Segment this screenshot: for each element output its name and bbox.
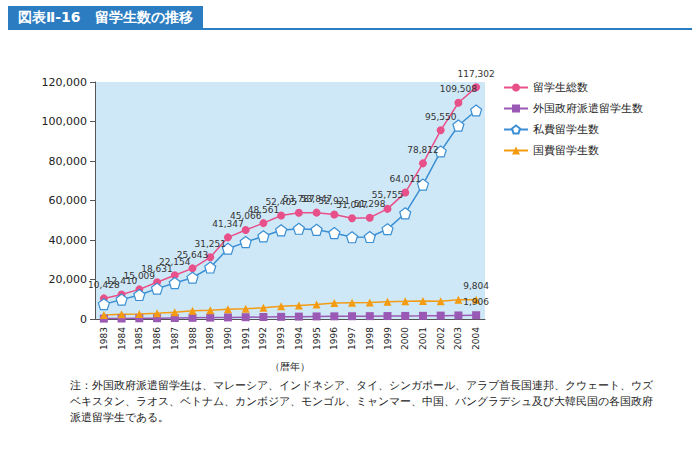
svg-text:31,251: 31,251 — [194, 239, 226, 249]
svg-text:64,011: 64,011 — [389, 174, 421, 184]
svg-text:1996: 1996 — [329, 327, 339, 350]
svg-text:2004: 2004 — [471, 327, 481, 350]
svg-text:117,302: 117,302 — [458, 69, 495, 79]
svg-text:外国政府派遣留学生数: 外国政府派遣留学生数 — [533, 102, 643, 115]
svg-text:2001: 2001 — [418, 327, 428, 350]
svg-text:国費留学生数: 国費留学生数 — [533, 144, 599, 157]
svg-text:100,000: 100,000 — [42, 115, 88, 128]
svg-text:0: 0 — [80, 313, 87, 326]
svg-text:109,508: 109,508 — [440, 84, 477, 94]
svg-text:1992: 1992 — [258, 327, 268, 350]
html-text:注：外国政府派遣留学生は、マレーシア、インドネシア、タイ、シ: 注：外国政府派遣留学生は、マレーシア、インドネシア、タイ、シンガポール、アラブ首… — [70, 379, 653, 424]
svg-text:78,812: 78,812 — [407, 145, 439, 155]
svg-text:22,154: 22,154 — [159, 256, 191, 267]
svg-text:48,561: 48,561 — [247, 204, 280, 215]
svg-text:60,000: 60,000 — [49, 194, 88, 207]
svg-text:留学生総数: 留学生総数 — [533, 81, 588, 94]
svg-text:52,921: 52,921 — [318, 196, 351, 206]
svg-text:1988: 1988 — [188, 327, 198, 350]
svg-text:40,000: 40,000 — [49, 234, 88, 247]
svg-text:41,347: 41,347 — [212, 218, 244, 229]
svg-text:25,643: 25,643 — [177, 250, 209, 260]
svg-text:53,787: 53,787 — [283, 194, 315, 205]
svg-text:9,804: 9,804 — [463, 281, 489, 291]
svg-text:2003: 2003 — [453, 327, 463, 350]
svg-text:1994: 1994 — [294, 327, 304, 350]
svg-text:1999: 1999 — [383, 327, 393, 350]
svg-text:80,000: 80,000 — [49, 155, 88, 168]
svg-text:1991: 1991 — [241, 327, 251, 350]
svg-text:1,906: 1,906 — [463, 297, 489, 307]
svg-text:51,298: 51,298 — [354, 199, 386, 209]
svg-text:12,410: 12,410 — [105, 276, 138, 286]
svg-text:15,009: 15,009 — [123, 270, 156, 281]
svg-text:45,066: 45,066 — [229, 211, 262, 222]
svg-text:1987: 1987 — [170, 327, 180, 350]
svg-text:20,000: 20,000 — [49, 273, 88, 286]
svg-text:18,631: 18,631 — [141, 263, 173, 274]
svg-text:52,405: 52,405 — [265, 197, 297, 207]
svg-text:1985: 1985 — [134, 327, 144, 350]
svg-text:51,047: 51,047 — [336, 199, 368, 210]
svg-text:1986: 1986 — [152, 327, 162, 350]
svg-text:1993: 1993 — [276, 327, 286, 350]
svg-text:2002: 2002 — [436, 327, 446, 350]
svg-text:2000: 2000 — [400, 327, 410, 350]
svg-text:53,847: 53,847 — [300, 194, 333, 205]
svg-text:（暦年）: （暦年） — [270, 361, 310, 372]
svg-text:1989: 1989 — [205, 327, 215, 350]
svg-text:1998: 1998 — [365, 327, 375, 350]
svg-text:10,428: 10,428 — [88, 279, 120, 290]
svg-text:1983: 1983 — [99, 327, 109, 350]
svg-text:私費留学生数: 私費留学生数 — [533, 123, 599, 136]
svg-text:1995: 1995 — [312, 327, 322, 350]
svg-text:120,000: 120,000 — [42, 76, 88, 89]
html-text:図表Ⅱ-16 留学生数の推移: 図表Ⅱ-16 留学生数の推移 — [18, 9, 193, 25]
svg-text:95,550: 95,550 — [425, 112, 457, 122]
svg-text:1997: 1997 — [347, 327, 357, 350]
svg-text:1984: 1984 — [117, 327, 127, 350]
svg-text:1990: 1990 — [223, 327, 233, 350]
svg-text:55,755: 55,755 — [372, 190, 404, 200]
